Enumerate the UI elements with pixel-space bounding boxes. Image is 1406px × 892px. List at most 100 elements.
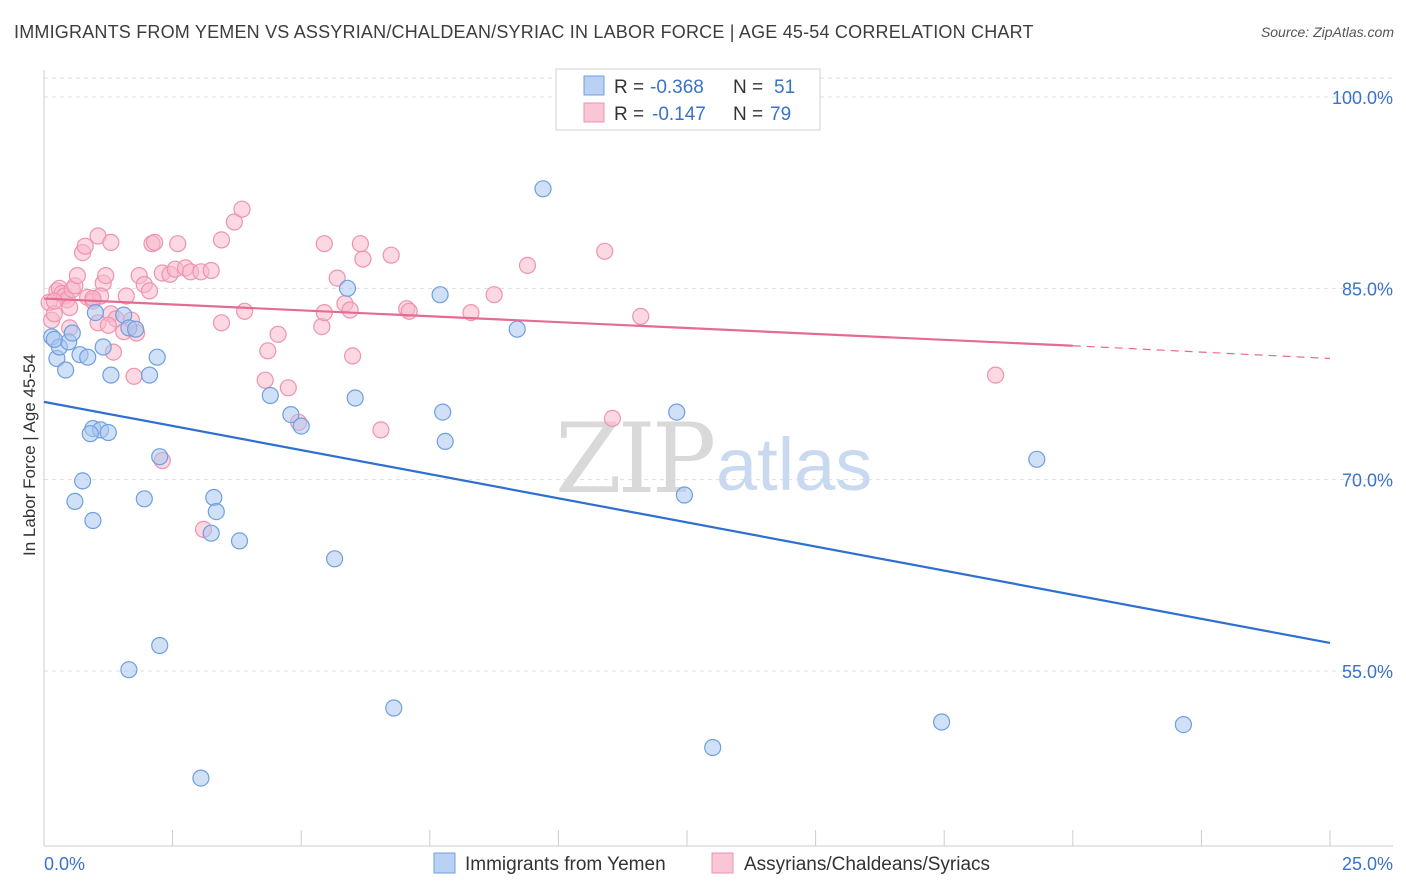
axes bbox=[43, 70, 1393, 847]
yemen-point bbox=[704, 738, 722, 757]
yemen-point bbox=[84, 511, 102, 530]
legend-n-value-blue: 51 bbox=[774, 77, 795, 98]
legend-box: R = -0.368 N = 51 R = -0.147 N = 79 bbox=[555, 68, 821, 131]
assyrians-point bbox=[269, 325, 287, 343]
y-tick-label: 70.0% bbox=[1342, 471, 1393, 491]
assyrians-point bbox=[354, 250, 372, 268]
assyrians-point bbox=[117, 287, 135, 305]
yemen-point bbox=[205, 488, 223, 507]
yemen-point bbox=[431, 286, 449, 304]
yemen-point bbox=[346, 389, 364, 407]
yemen-point bbox=[86, 304, 105, 322]
yemen-point bbox=[668, 403, 686, 421]
assyrians-point bbox=[313, 318, 331, 336]
assyrians-point bbox=[518, 256, 537, 274]
assyrians-point bbox=[328, 269, 346, 287]
yemen-point bbox=[99, 423, 117, 442]
chart-title: IMMIGRANTS FROM YEMEN VS ASSYRIAN/CHALDE… bbox=[14, 22, 1034, 42]
yemen-point bbox=[79, 348, 97, 366]
yemen-point bbox=[202, 524, 220, 542]
assyrians-point bbox=[97, 267, 115, 285]
assyrians-point bbox=[61, 298, 79, 317]
yemen-point bbox=[151, 448, 169, 466]
assyrians-point bbox=[146, 233, 164, 251]
yemen-point bbox=[292, 417, 310, 435]
bottom-legend-swatch-assyrians bbox=[711, 852, 734, 874]
trend-line-yemen bbox=[43, 400, 1331, 645]
yemen-point bbox=[140, 366, 159, 384]
yemen-point bbox=[66, 492, 84, 510]
source-label: Source: ZipAtlas.com bbox=[1260, 24, 1394, 40]
yemen-point bbox=[151, 636, 169, 655]
assyrians-point bbox=[125, 367, 143, 385]
grid-lines bbox=[44, 77, 1393, 672]
yemen-point bbox=[385, 699, 403, 717]
yemen-point bbox=[675, 486, 694, 504]
legend-r-label-blue: R = bbox=[614, 77, 644, 98]
assyrians-point bbox=[233, 200, 251, 218]
yemen-point bbox=[436, 432, 454, 450]
assyrians-point bbox=[45, 292, 63, 310]
yemen-point bbox=[230, 532, 249, 550]
yemen-point bbox=[932, 713, 951, 731]
assyrians-point bbox=[485, 286, 503, 304]
yemen-point bbox=[81, 425, 99, 443]
series-yemen-points bbox=[43, 180, 1193, 787]
yemen-point bbox=[45, 330, 63, 348]
legend-n-label-blue: N = bbox=[733, 77, 763, 98]
yemen-point bbox=[1174, 715, 1193, 734]
yemen-point bbox=[1028, 450, 1046, 468]
assyrians-point bbox=[236, 302, 254, 320]
watermark-atlas: atlas bbox=[716, 423, 872, 506]
trend-lines bbox=[43, 297, 1331, 645]
yemen-point bbox=[282, 406, 300, 424]
yemen-point bbox=[326, 550, 344, 568]
assyrians-point bbox=[462, 304, 480, 322]
y-tick-label: 100.0% bbox=[1332, 88, 1393, 108]
assyrians-point bbox=[99, 316, 117, 334]
assyrians-point bbox=[84, 289, 102, 308]
assyrians-point bbox=[632, 307, 650, 325]
assyrians-point bbox=[372, 421, 390, 439]
yemen-point bbox=[56, 361, 75, 379]
assyrians-point bbox=[344, 347, 362, 365]
bottom-legend-label-assyrians: Assyrians/Chaldeans/Syriacs bbox=[744, 854, 990, 875]
bottom-legend-label-yemen: Immigrants from Yemen bbox=[465, 854, 666, 875]
watermark: ZIP atlas bbox=[555, 403, 872, 515]
assyrians-point bbox=[140, 282, 159, 300]
x-tick-label-max: 25.0% bbox=[1342, 854, 1393, 874]
assyrians-point bbox=[169, 235, 187, 253]
yemen-point bbox=[434, 403, 452, 421]
yemen-point bbox=[338, 279, 357, 297]
yemen-point bbox=[534, 180, 552, 198]
bottom-legend: Immigrants from Yemen Assyrians/Chaldean… bbox=[433, 852, 990, 875]
assyrians-point bbox=[68, 267, 87, 285]
yemen-point bbox=[148, 348, 166, 366]
y-tick-labels: 100.0% 85.0% 70.0% 55.0% bbox=[1332, 88, 1393, 682]
assyrians-point bbox=[256, 371, 274, 389]
assyrians-point bbox=[202, 261, 220, 280]
assyrians-point bbox=[102, 233, 120, 251]
yemen-point bbox=[102, 366, 120, 384]
assyrians-point bbox=[279, 379, 297, 397]
legend-r-label-pink: R = bbox=[614, 104, 644, 125]
y-tick-label: 85.0% bbox=[1342, 279, 1393, 299]
yemen-point bbox=[192, 769, 210, 787]
yemen-point bbox=[120, 661, 138, 679]
yemen-point bbox=[135, 490, 153, 508]
assyrians-point bbox=[596, 242, 614, 260]
yemen-point bbox=[73, 472, 92, 490]
yemen-point bbox=[261, 386, 279, 405]
trend-line-assyrians bbox=[43, 297, 1073, 347]
assyrians-point bbox=[986, 366, 1005, 384]
yemen-point bbox=[94, 338, 112, 356]
legend-n-label-pink: N = bbox=[733, 104, 763, 125]
trend-line-assyrians-extension bbox=[1072, 345, 1331, 360]
assyrians-point bbox=[603, 409, 622, 427]
y-tick-label: 55.0% bbox=[1342, 662, 1393, 682]
assyrians-point bbox=[315, 235, 333, 253]
assyrians-point bbox=[76, 237, 94, 255]
assyrians-point bbox=[341, 301, 359, 319]
legend-swatch-blue bbox=[583, 75, 605, 96]
